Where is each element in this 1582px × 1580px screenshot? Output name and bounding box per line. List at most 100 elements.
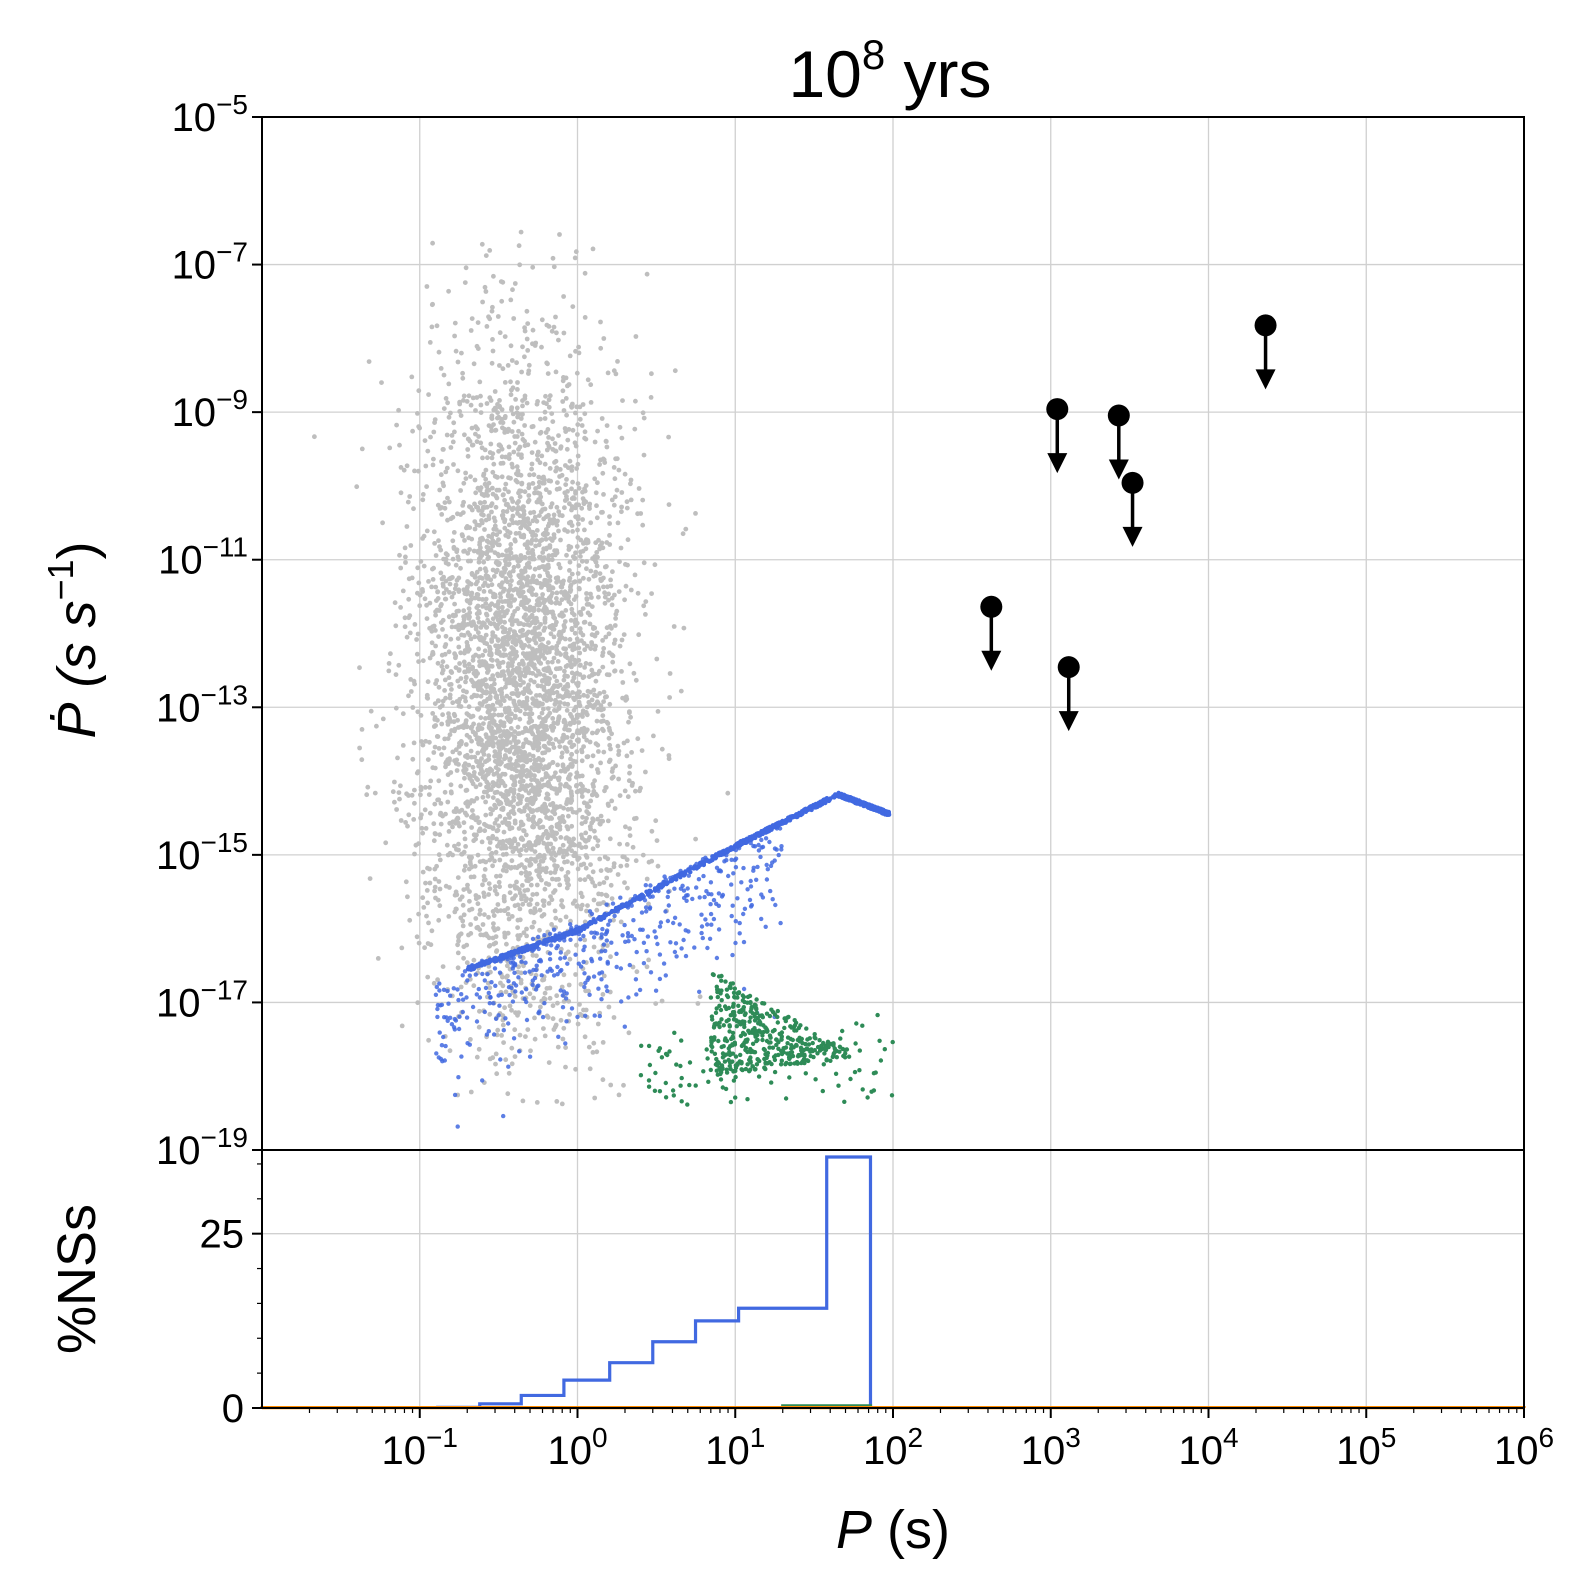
gray-point bbox=[520, 411, 525, 417]
gray-point bbox=[424, 484, 429, 489]
gray-point bbox=[592, 633, 598, 639]
gray-point bbox=[444, 432, 450, 438]
gray-point bbox=[476, 894, 482, 900]
gray-point bbox=[577, 773, 582, 779]
gray-point bbox=[483, 689, 489, 695]
gray-point bbox=[510, 808, 516, 814]
gray-point bbox=[525, 550, 531, 556]
gray-point bbox=[569, 842, 574, 848]
gray-point bbox=[604, 943, 610, 948]
gray-point bbox=[472, 595, 478, 601]
gray-point bbox=[477, 566, 483, 572]
gray-point bbox=[569, 764, 575, 769]
gray-point bbox=[476, 507, 481, 513]
gray-point bbox=[607, 623, 613, 629]
gray-point bbox=[600, 638, 605, 643]
gray-point bbox=[524, 933, 529, 939]
gray-point bbox=[482, 828, 488, 834]
gray-point bbox=[559, 866, 564, 872]
gray-point bbox=[474, 439, 480, 444]
gray-point bbox=[539, 583, 545, 589]
gray-point bbox=[502, 753, 508, 758]
gray-point bbox=[591, 1040, 597, 1046]
gray-point bbox=[509, 387, 514, 393]
gray-point bbox=[605, 801, 611, 807]
gray-point bbox=[490, 935, 496, 941]
gray-point bbox=[571, 675, 577, 681]
blue-point bbox=[548, 937, 554, 943]
gray-point bbox=[576, 563, 582, 568]
gray-point bbox=[498, 461, 504, 466]
gray-point bbox=[528, 882, 534, 888]
gray-point bbox=[420, 497, 426, 503]
gray-point bbox=[548, 776, 553, 782]
gray-point bbox=[672, 368, 678, 374]
gray-point bbox=[630, 844, 636, 850]
gray-point bbox=[412, 622, 418, 627]
gray-point bbox=[572, 850, 578, 856]
gray-point bbox=[530, 327, 536, 333]
gray-point bbox=[566, 982, 572, 988]
gray-point bbox=[379, 380, 384, 385]
gray-point bbox=[485, 556, 491, 562]
gray-point bbox=[544, 322, 550, 328]
gray-point bbox=[566, 813, 571, 819]
gray-point bbox=[563, 608, 569, 613]
gray-point bbox=[493, 560, 499, 566]
gray-point bbox=[487, 840, 493, 845]
gray-point bbox=[394, 807, 399, 812]
gray-point bbox=[500, 839, 506, 844]
gray-point bbox=[525, 519, 531, 525]
gray-point bbox=[474, 736, 480, 742]
gray-point bbox=[641, 603, 647, 609]
gray-point bbox=[593, 559, 599, 565]
gray-point bbox=[515, 380, 520, 385]
gray-point bbox=[482, 566, 488, 572]
gray-point bbox=[505, 911, 511, 917]
gray-point bbox=[588, 568, 594, 574]
gray-point bbox=[494, 610, 499, 615]
gray-point bbox=[565, 663, 570, 668]
gray-point bbox=[575, 683, 581, 689]
gray-point bbox=[519, 835, 524, 841]
gray-point bbox=[588, 591, 593, 597]
gray-point bbox=[523, 597, 529, 602]
gray-point bbox=[467, 438, 473, 444]
gray-point bbox=[417, 603, 423, 609]
gray-point bbox=[547, 710, 553, 716]
gray-point bbox=[477, 859, 483, 864]
gray-point bbox=[492, 689, 498, 695]
gray-point bbox=[554, 330, 559, 336]
gray-point bbox=[528, 605, 533, 610]
gray-point bbox=[607, 757, 613, 763]
gray-point bbox=[504, 788, 509, 794]
gray-point bbox=[506, 561, 512, 567]
gray-point bbox=[588, 520, 594, 526]
gray-point bbox=[438, 366, 444, 371]
gray-point bbox=[470, 395, 476, 401]
gray-point bbox=[604, 540, 610, 545]
gray-point bbox=[516, 446, 521, 452]
gray-point bbox=[627, 661, 633, 667]
gray-point bbox=[440, 617, 446, 623]
gray-point bbox=[496, 767, 501, 772]
gray-point bbox=[529, 424, 535, 430]
gray-point bbox=[398, 605, 403, 610]
gray-point bbox=[574, 404, 579, 410]
gray-point bbox=[489, 639, 495, 644]
gray-point bbox=[644, 964, 650, 970]
gray-point bbox=[541, 474, 546, 480]
gray-point bbox=[437, 857, 443, 863]
gray-point bbox=[512, 818, 518, 824]
gray-point bbox=[556, 561, 562, 567]
gray-point bbox=[554, 486, 560, 492]
gray-point bbox=[624, 863, 630, 868]
gray-point bbox=[624, 857, 630, 863]
gray-point bbox=[628, 714, 633, 720]
gray-point bbox=[566, 520, 572, 526]
gray-point bbox=[476, 706, 482, 711]
gray-point bbox=[475, 725, 481, 731]
gray-point bbox=[516, 452, 521, 457]
gray-point bbox=[552, 863, 557, 868]
gray-point bbox=[547, 595, 552, 601]
